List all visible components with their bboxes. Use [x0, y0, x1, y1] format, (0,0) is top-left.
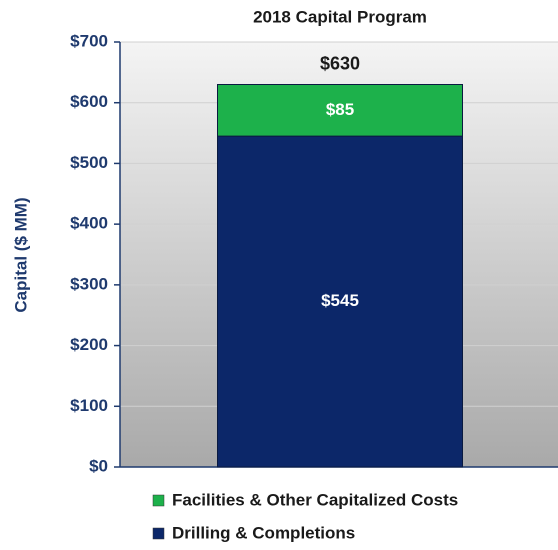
value-label: $85 [326, 100, 354, 119]
y-tick-label: $400 [70, 214, 108, 233]
y-tick-label: $0 [89, 456, 108, 475]
value-label: $545 [321, 291, 359, 310]
y-tick-label: $600 [70, 92, 108, 111]
legend-label: Drilling & Completions [172, 523, 355, 542]
legend-label: Facilities & Other Capitalized Costs [172, 490, 458, 509]
y-tick-label: $300 [70, 274, 108, 293]
y-tick-label: $700 [70, 31, 108, 50]
y-tick-label: $200 [70, 335, 108, 354]
legend-marker [152, 527, 165, 540]
bar-segment [217, 135, 463, 468]
legend-marker [152, 494, 165, 507]
bar-segment [217, 84, 463, 137]
y-axis-label: Capital ($ MM) [11, 197, 30, 312]
chart-title: 2018 Capital Program [253, 7, 427, 26]
y-tick-label: $100 [70, 396, 108, 415]
y-tick-label: $500 [70, 153, 108, 172]
total-label: $630 [320, 53, 360, 73]
